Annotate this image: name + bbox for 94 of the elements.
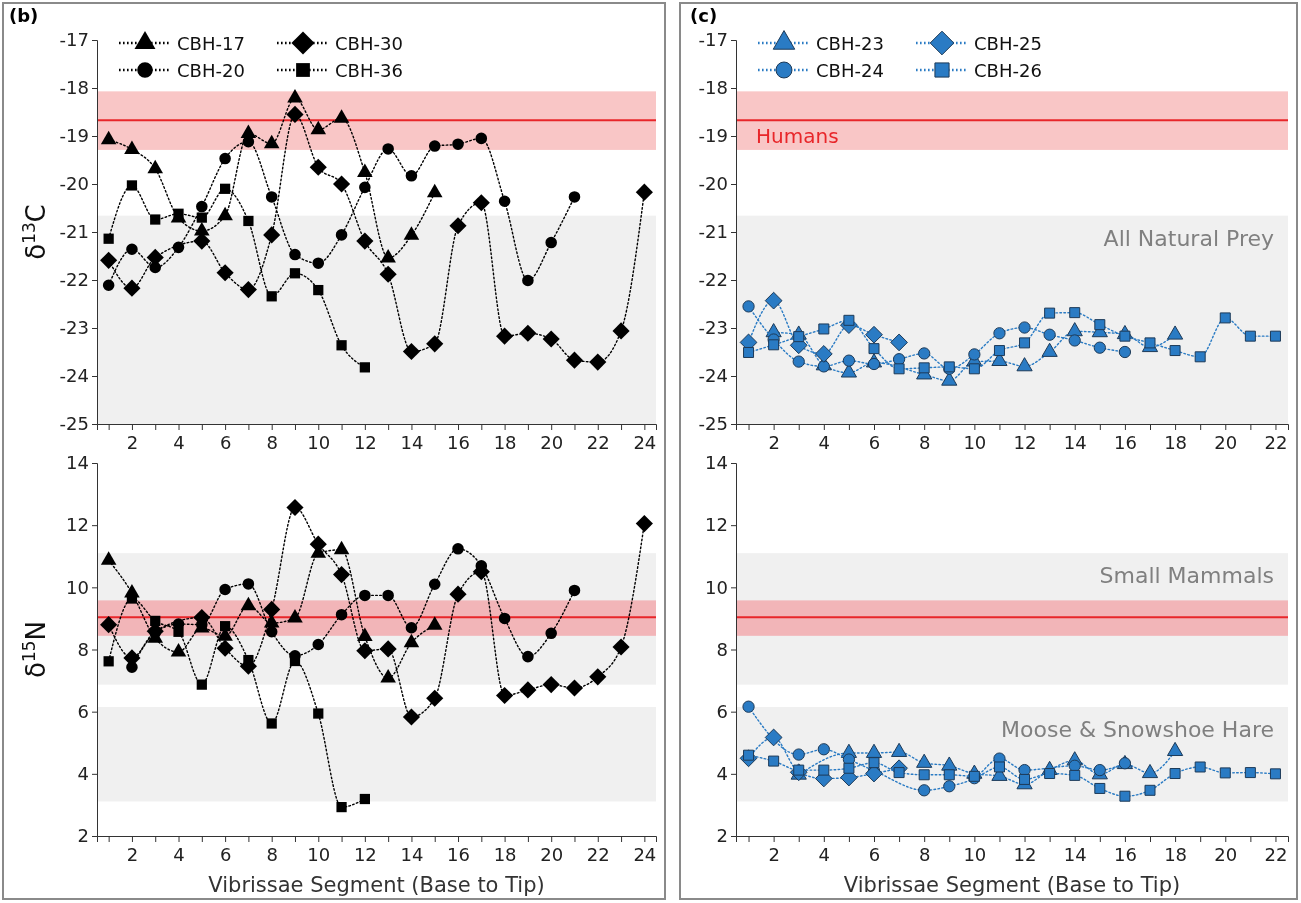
x-tick-label: 4: [818, 844, 831, 866]
x-tick-label: 6: [868, 432, 881, 454]
x-tick-label: 14: [400, 844, 424, 866]
x-tick-label: 8: [266, 432, 278, 454]
y-tick-label: 2: [77, 825, 89, 847]
chart-title: (b): [9, 5, 39, 26]
x-axis-title: Vibrissae Segment (Base to Tip): [843, 873, 1181, 897]
y-tick-label: -21: [698, 221, 728, 243]
x-tick-label: 18: [493, 432, 517, 454]
y-tick-label: -22: [698, 269, 728, 291]
x-tick-label: 20: [1214, 432, 1238, 454]
y-tick-label: 8: [77, 638, 89, 660]
x-tick-label: 12: [353, 432, 377, 454]
legend-label: CBH-36: [335, 60, 403, 81]
x-tick-label: 4: [173, 844, 185, 866]
ref-line-label: Humans: [756, 124, 839, 149]
x-tick-label: 14: [1063, 844, 1087, 866]
x-tick-label: 18: [1164, 432, 1188, 454]
y-tick-label: -20: [59, 173, 89, 195]
x-tick-label: 2: [126, 844, 139, 866]
y-tick-label: 12: [705, 514, 728, 536]
x-tick-label: 2: [768, 432, 780, 454]
y-tick-label: -18: [698, 77, 728, 99]
y-tick-label: -21: [59, 221, 89, 243]
x-tick-label: 22: [586, 432, 610, 454]
y-tick-label: -19: [698, 125, 728, 147]
y-tick-label: 2: [716, 825, 728, 847]
x-tick-label: 14: [1063, 432, 1087, 454]
x-tick-label: 24: [633, 432, 657, 454]
x-tick-label: 6: [219, 432, 232, 454]
y-tick-label: -24: [59, 365, 89, 387]
legend-label: CBH-26: [974, 60, 1042, 81]
x-tick-label: 24: [633, 844, 657, 866]
legend-label: CBH-17: [177, 33, 245, 54]
x-tick-label: 8: [266, 844, 278, 866]
x-tick-label: 12: [1013, 432, 1037, 454]
x-tick-label: 22: [1264, 432, 1288, 454]
x-tick-label: 10: [307, 844, 331, 866]
legend-label: CBH-30: [335, 33, 403, 54]
y-tick-label: 10: [705, 576, 728, 598]
x-tick-label: 16: [447, 432, 470, 454]
y-tick-label: -17: [698, 29, 728, 51]
band-label: Small Mammals: [1099, 563, 1274, 589]
y-tick-label: 4: [77, 763, 89, 785]
x-tick-label: 14: [400, 432, 424, 454]
x-tick-label: 22: [586, 844, 610, 866]
band-label: Moose & Snowshoe Hare: [1001, 717, 1274, 742]
x-tick-label: 22: [1264, 844, 1288, 866]
y-tick-label: -25: [59, 413, 89, 435]
y-tick-label: 10: [66, 576, 89, 598]
legend-label: CBH-25: [974, 33, 1042, 54]
x-tick-label: 8: [918, 432, 931, 454]
y-tick-label: -18: [59, 77, 89, 99]
x-tick-label: 12: [353, 844, 377, 866]
x-tick-label: 6: [219, 844, 232, 866]
x-tick-label: 20: [540, 432, 564, 454]
y-tick-label: 8: [716, 638, 728, 660]
y-tick-label: 6: [716, 700, 728, 722]
x-tick-label: 10: [963, 432, 987, 454]
x-tick-label: 16: [447, 844, 470, 866]
x-tick-label: 6: [868, 844, 881, 866]
x-tick-label: 4: [818, 432, 831, 454]
chart-title: (c): [690, 5, 718, 26]
y-tick-label: 14: [705, 452, 728, 474]
x-tick-label: 12: [1013, 844, 1037, 866]
x-tick-label: 2: [126, 432, 139, 454]
y-tick-label: -23: [59, 317, 89, 339]
band-label: All Natural Prey: [1103, 225, 1274, 251]
x-tick-label: 20: [540, 844, 564, 866]
x-tick-label: 10: [307, 432, 331, 454]
x-axis-title: Vibrissae Segment (Base to Tip): [208, 873, 545, 897]
x-tick-label: 20: [1214, 844, 1238, 866]
x-tick-label: 4: [173, 432, 185, 454]
y-tick-label: -20: [698, 173, 728, 195]
x-tick-label: 8: [918, 844, 931, 866]
legend-label: CBH-23: [816, 33, 884, 54]
x-tick-label: 2: [768, 844, 780, 866]
x-tick-label: 10: [963, 844, 987, 866]
y-tick-label: -19: [59, 125, 89, 147]
x-tick-label: 16: [1113, 844, 1137, 866]
y-tick-label: -25: [698, 413, 728, 435]
x-tick-label: 18: [493, 844, 517, 866]
y-tick-label: 4: [716, 763, 728, 785]
y-tick-label: -22: [59, 269, 89, 291]
y-tick-label: -17: [59, 29, 89, 51]
legend-label: CBH-20: [177, 60, 245, 81]
legend-label: CBH-24: [816, 60, 884, 81]
y-tick-label: -24: [698, 365, 728, 387]
y-tick-label: -23: [698, 317, 728, 339]
y-tick-label: 12: [66, 514, 89, 536]
y-tick-label: 6: [77, 700, 89, 722]
x-tick-label: 16: [1113, 432, 1137, 454]
x-tick-label: 18: [1164, 844, 1188, 866]
y-tick-label: 14: [66, 452, 89, 474]
